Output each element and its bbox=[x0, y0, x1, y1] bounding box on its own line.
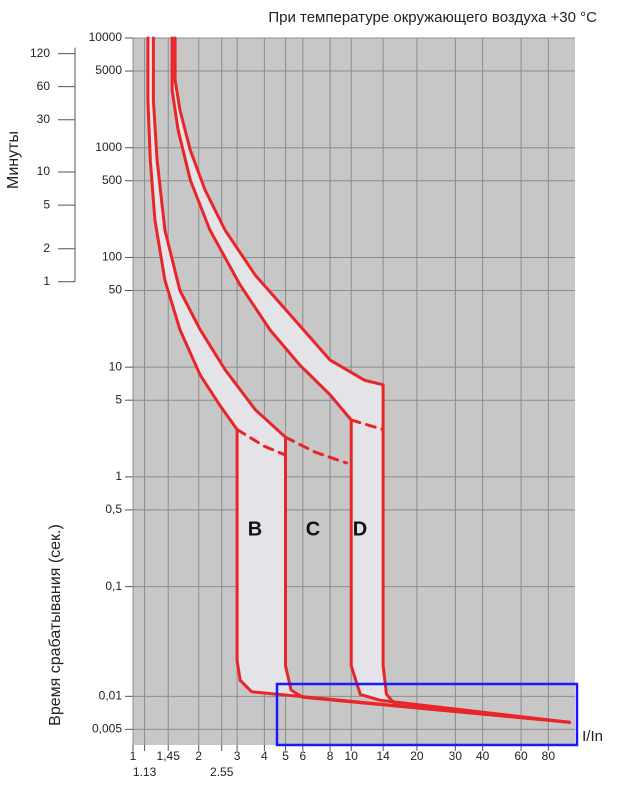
x-tick-label: 1.13 bbox=[133, 765, 157, 779]
y-tick-label: 500 bbox=[102, 173, 122, 187]
x-tick-label: 60 bbox=[514, 749, 528, 763]
y-tick-label: 1 bbox=[115, 469, 122, 483]
y2-tick-label: 2 bbox=[43, 241, 50, 255]
x-tick-label: 1,45 bbox=[157, 749, 181, 763]
chart-title: При температуре окружающего воздуха +30 … bbox=[268, 9, 597, 26]
x-tick-label: 30 bbox=[449, 749, 463, 763]
x-tick-label: 6 bbox=[299, 749, 306, 763]
y-tick-label: 0,5 bbox=[105, 502, 122, 516]
y-tick-label: 50 bbox=[109, 283, 123, 297]
trip-curve bbox=[151, 36, 571, 724]
curve-label: B bbox=[248, 518, 262, 540]
y-tick-label: 5000 bbox=[95, 63, 122, 77]
x-tick-label: 80 bbox=[542, 749, 556, 763]
y2-tick-label: 5 bbox=[43, 197, 50, 211]
y2-tick-label: 1 bbox=[43, 274, 50, 288]
y-tick-label: 0,1 bbox=[105, 579, 122, 593]
x-tick-label: 14 bbox=[376, 749, 390, 763]
x-tick-label: 8 bbox=[327, 749, 334, 763]
y2-tick-label: 120 bbox=[30, 46, 50, 60]
y-tick-label: 10000 bbox=[89, 30, 123, 44]
y-tick-label: 100 bbox=[102, 250, 122, 264]
curve-label: D bbox=[353, 518, 367, 540]
curve-label: C bbox=[306, 518, 320, 540]
x-tick-label: 1 bbox=[130, 749, 137, 763]
y2-tick-label: 30 bbox=[37, 112, 51, 126]
x-tick-label: 2 bbox=[195, 749, 202, 763]
band-fill bbox=[172, 38, 570, 723]
y-tick-label: 5 bbox=[115, 392, 122, 406]
dashed-curve bbox=[235, 428, 287, 457]
dashed-curve bbox=[284, 435, 348, 465]
y-tick-label: 1000 bbox=[95, 140, 122, 154]
x-tick-label: 4 bbox=[261, 749, 268, 763]
y2-tick-label: 10 bbox=[37, 164, 51, 178]
x-tick-label: 2.55 bbox=[210, 765, 234, 779]
y-tick-label: 0,005 bbox=[92, 722, 122, 736]
x-tick-label: 10 bbox=[345, 749, 359, 763]
dashed-curve bbox=[349, 418, 385, 431]
y2-axis-label: Минуты bbox=[5, 131, 22, 189]
x-tick-label: 3 bbox=[234, 749, 241, 763]
y2-tick-label: 60 bbox=[37, 79, 51, 93]
x-axis-label: I/In bbox=[582, 728, 603, 745]
x-tick-label: 40 bbox=[476, 749, 490, 763]
highlight-box bbox=[275, 682, 579, 747]
trip-curve bbox=[146, 36, 571, 724]
y-axis-label: Время срабатывания (сек.) bbox=[47, 524, 64, 726]
band-fill bbox=[147, 38, 570, 723]
axes: 1 1,45 2 3 4 5 6 8 10 14 20 30 40 60 801.13 2.551000050… bbox=[30, 30, 555, 779]
y-tick-label: 0,01 bbox=[99, 688, 123, 702]
y-tick-label: 10 bbox=[109, 359, 123, 373]
trip-curve bbox=[170, 36, 571, 724]
x-tick-label: 5 bbox=[282, 749, 289, 763]
x-tick-label: 20 bbox=[410, 749, 424, 763]
fills bbox=[147, 38, 570, 723]
